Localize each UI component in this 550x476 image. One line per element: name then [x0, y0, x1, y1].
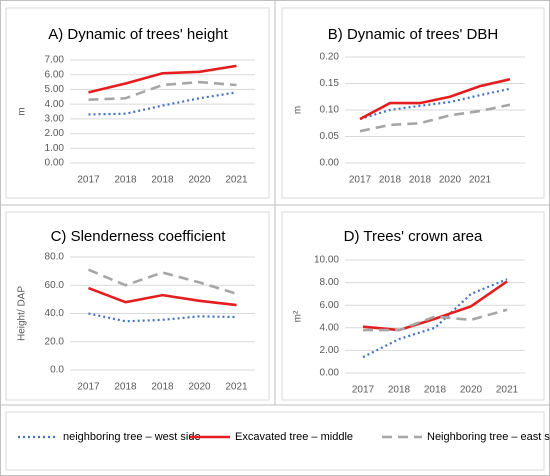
y-tick-label: 2.00 [45, 128, 65, 139]
y-tick-label: 2.00 [320, 345, 340, 356]
legend-frame [5, 411, 545, 471]
y-tick-label: 6.00 [320, 300, 340, 311]
x-tick-label: 2018 [114, 175, 137, 186]
x-tick-label: 2017 [349, 175, 372, 186]
series-line [88, 312, 237, 323]
y-tick-label: 3.00 [45, 113, 65, 124]
chart-title: B) Dynamic of trees' DBH [328, 26, 498, 43]
y-tick-label: 0.00 [45, 158, 65, 169]
x-tick-label: 2021 [225, 382, 248, 393]
x-tick-label: 2018 [424, 385, 447, 396]
y-tick-label: 40.0 [45, 308, 65, 319]
x-tick-label: 2017 [77, 175, 100, 186]
x-tick-label: 2021 [225, 175, 248, 186]
y-tick-label: 8.00 [320, 277, 340, 288]
x-tick-label: 2020 [460, 385, 483, 396]
legend-label: Neighboring tree – east side [427, 431, 550, 443]
panel-frame [5, 7, 270, 199]
x-tick-label: 2020 [188, 382, 211, 393]
panel-frame [281, 211, 545, 401]
series-line [88, 64, 237, 94]
x-tick-label: 2020 [439, 175, 462, 186]
x-tick-label: 2018 [388, 385, 411, 396]
series-line [362, 280, 508, 332]
y-axis-label: m² [293, 310, 304, 322]
y-axis-label: Height/ DAP [17, 286, 28, 341]
y-tick-label: 0.00 [320, 158, 340, 169]
series-line [88, 286, 237, 307]
x-tick-label: 2018 [151, 382, 174, 393]
series-line [87, 268, 237, 295]
y-tick-label: 4.00 [320, 322, 340, 333]
y-tick-label: 0.05 [320, 131, 340, 142]
y-tick-label: 80.0 [45, 252, 65, 263]
y-axis-label: m [17, 107, 28, 115]
x-tick-label: 2021 [496, 385, 519, 396]
x-tick-label: 2018 [151, 175, 174, 186]
y-tick-label: 4.00 [45, 99, 65, 110]
x-tick-label: 2017 [352, 385, 375, 396]
x-tick-label: 2018 [379, 175, 402, 186]
panel-frame [5, 211, 270, 401]
y-tick-label: 60.0 [45, 280, 65, 291]
series-line [359, 87, 511, 121]
series-line [362, 278, 508, 359]
y-tick-label: 5.00 [45, 84, 65, 95]
series-line [363, 308, 508, 332]
x-tick-label: 2018 [114, 382, 137, 393]
series-line [359, 77, 511, 121]
series-line [88, 80, 237, 102]
y-tick-label: 0.20 [320, 52, 340, 63]
chart-title: C) Slenderness coefficient [51, 228, 227, 245]
y-tick-label: 1.00 [45, 143, 65, 154]
chart-title: A) Dynamic of trees' height [48, 26, 228, 43]
y-tick-label: 20.0 [45, 336, 65, 347]
y-tick-label: 0.15 [320, 78, 340, 89]
y-tick-label: 0.00 [320, 368, 340, 379]
x-tick-label: 2017 [77, 382, 100, 393]
y-tick-label: 10.00 [314, 255, 339, 266]
x-tick-label: 2020 [188, 175, 211, 186]
legend-label: Excavated tree – middle [235, 431, 353, 443]
series-line [359, 103, 511, 133]
x-tick-label: 2021 [469, 175, 492, 186]
y-tick-label: 0.10 [320, 105, 340, 116]
y-tick-label: 6.00 [45, 69, 65, 80]
x-tick-label: 2018 [409, 175, 432, 186]
y-tick-label: 0.0 [50, 365, 64, 376]
series-line [88, 91, 237, 116]
y-tick-label: 7.00 [45, 55, 65, 66]
chart-title: D) Trees' crown area [344, 228, 483, 245]
y-axis-label: m [293, 106, 304, 114]
legend-label: neighboring tree – west side [63, 431, 201, 443]
panel-frame [281, 7, 545, 199]
